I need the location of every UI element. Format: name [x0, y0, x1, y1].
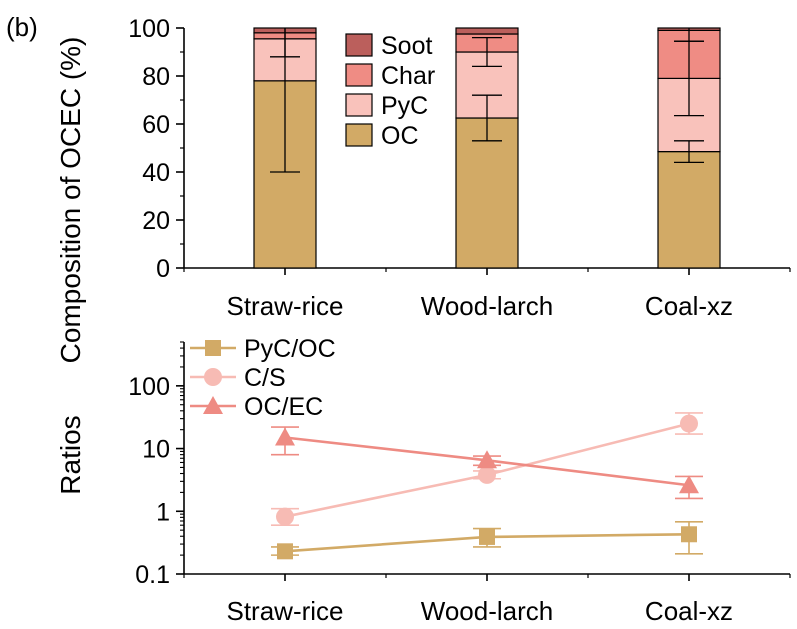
bar-segment-soot	[455, 27, 519, 35]
ratio-point-ratio_pyc_oc	[681, 526, 697, 543]
legend-marker-ratio_pyc_oc	[205, 340, 221, 356]
ratio-point-ratio_c_s	[680, 414, 698, 433]
legend-marker-ratio_c_s	[204, 368, 222, 386]
legend-swatch-pyc	[345, 93, 373, 117]
panel-label: (b)	[6, 12, 38, 42]
top-y-tick-label: 100	[128, 15, 170, 43]
legend-swatch-oc	[345, 123, 373, 147]
legend-swatch-char	[345, 63, 373, 87]
bottom-x-tick-label: Wood-larch	[421, 596, 553, 626]
legend-label-oc: OC	[381, 122, 419, 150]
legend-label-ratio_c_s: C/S	[244, 364, 286, 392]
top-y-axis-label: Composition of OCEC (%)	[55, 37, 86, 364]
top-y-tick-label: 20	[142, 207, 170, 235]
bottom-y-axis-label: Ratios	[55, 415, 86, 494]
legend-label-char: Char	[381, 62, 435, 90]
top-y-tick-label: 40	[142, 159, 170, 187]
bottom-y-tick-label: 0.1	[135, 561, 170, 589]
legend-swatch-soot	[345, 33, 373, 57]
bottom-ratio-panel: 0.1 1 10 100 Straw-rice Wood-larch Coal-xz Rati…	[55, 335, 791, 626]
ratio-point-ratio_pyc_oc	[479, 528, 495, 545]
bar-segment-oc	[455, 117, 519, 269]
ratio-point-ratio_oc_ec	[275, 427, 295, 446]
bottom-x-tick-label: Coal-xz	[645, 596, 733, 626]
top-y-tick-label: 0	[156, 255, 170, 283]
legend-label-pyc: PyC	[381, 92, 428, 120]
top-x-tick-label: Wood-larch	[421, 291, 553, 321]
bottom-y-tick-label: 100	[128, 373, 170, 401]
ratio-point-ratio_oc_ec	[477, 450, 497, 469]
top-x-tick-label: Straw-rice	[226, 291, 343, 321]
legend-marker-ratio_oc_ec	[203, 396, 223, 414]
ratio-point-ratio_pyc_oc	[277, 543, 293, 560]
bar-segment-oc	[657, 151, 721, 269]
ratio-point-ratio_oc_ec	[679, 475, 699, 494]
top-x-tick-label: Coal-xz	[645, 291, 733, 321]
bottom-y-tick-label: 10	[142, 436, 170, 464]
bottom-x-tick-label: Straw-rice	[226, 596, 343, 626]
legend-label-soot: Soot	[381, 32, 432, 60]
ratio-point-ratio_c_s	[276, 507, 294, 526]
top-stacked-bar-panel: 0 20 40 60 80 100 Straw-rice Wood-larch Coal-xz S…	[128, 15, 791, 321]
legend-label-ratio_oc_ec: OC/EC	[244, 393, 323, 421]
legend-label-ratio_pyc_oc: PyC/OC	[244, 335, 336, 363]
top-y-tick-label: 80	[142, 63, 170, 91]
ratio-point-ratio_c_s	[478, 465, 496, 484]
top-y-tick-label: 60	[142, 111, 170, 139]
shared-ylabel: Composition of OCEC (%)	[55, 37, 86, 364]
bottom-y-tick-label: 1	[156, 498, 170, 526]
